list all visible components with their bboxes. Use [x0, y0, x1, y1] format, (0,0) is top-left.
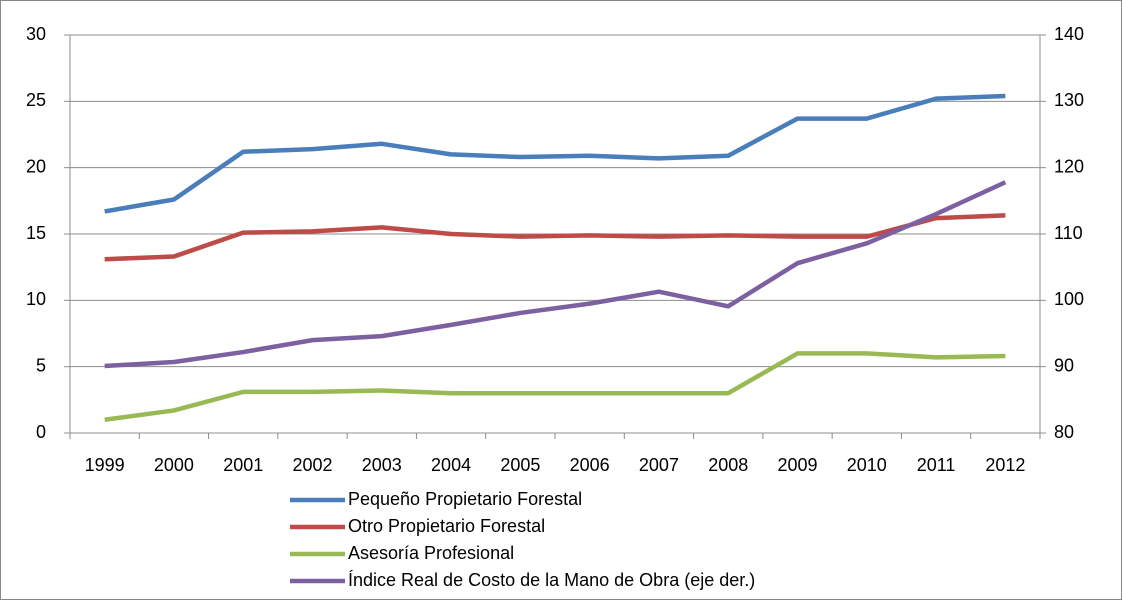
y2-tick-label: 140	[1054, 24, 1084, 44]
x-tick-label: 2006	[570, 455, 610, 475]
x-tick-label: 2007	[639, 455, 679, 475]
y-tick-label: 25	[26, 90, 46, 110]
y2-tick-label: 130	[1054, 90, 1084, 110]
y2-tick-label: 110	[1054, 223, 1083, 243]
x-tick-label: 2001	[223, 455, 263, 475]
x-tick-label: 2012	[985, 455, 1025, 475]
x-tick-label: 2005	[500, 455, 540, 475]
y2-tick-label: 80	[1054, 422, 1074, 442]
y2-tick-label: 100	[1054, 289, 1084, 309]
x-tick-label: 2010	[847, 455, 887, 475]
y2-tick-label: 90	[1054, 355, 1074, 375]
x-tick-label: 2008	[708, 455, 748, 475]
y-tick-label: 20	[26, 156, 46, 176]
y-tick-label: 30	[26, 24, 46, 44]
series-line	[104, 93, 1006, 214]
x-tick-label: 2011	[917, 455, 956, 475]
x-tick-label: 2002	[292, 455, 332, 475]
y-tick-label: 0	[36, 422, 46, 442]
series-line	[104, 351, 1006, 422]
y2-tick-label: 120	[1054, 156, 1084, 176]
legend-label: Asesoría Profesional	[348, 543, 514, 563]
x-tick-label: 1999	[85, 455, 125, 475]
y-tick-label: 15	[26, 223, 46, 243]
y-tick-label: 10	[26, 289, 46, 309]
series-line	[104, 213, 1006, 262]
x-tick-label: 2004	[431, 455, 471, 475]
x-tick-label: 2000	[154, 455, 194, 475]
legend-label: Índice Real de Costo de la Mano de Obra …	[348, 570, 755, 590]
series-line	[104, 180, 1007, 369]
legend-label: Otro Propietario Forestal	[348, 516, 545, 536]
x-tick-label: 2003	[362, 455, 402, 475]
x-tick-label: 2009	[777, 455, 817, 475]
y-tick-label: 5	[36, 355, 46, 375]
legend-label: Pequeño Propietario Forestal	[348, 489, 582, 509]
